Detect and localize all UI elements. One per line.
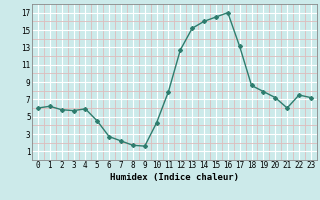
X-axis label: Humidex (Indice chaleur): Humidex (Indice chaleur) bbox=[110, 173, 239, 182]
